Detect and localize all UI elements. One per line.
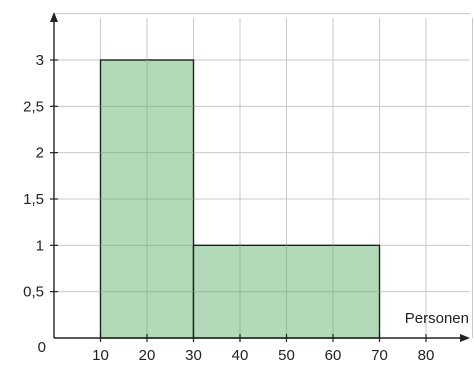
axes — [50, 12, 470, 342]
x-tick-label: 70 — [371, 347, 388, 364]
x-tick-label: 50 — [278, 347, 295, 364]
origin-label: 0 — [38, 339, 46, 356]
y-tick-label: 0,5 — [23, 284, 44, 301]
x-tick-label: 10 — [92, 347, 109, 364]
x-axis-label: Personen — [405, 310, 469, 327]
y-tick-label: 3 — [36, 52, 44, 69]
y-tick-label: 2 — [36, 145, 44, 162]
tick-labels: 10 20 30 40 50 60 70 80 0,5 1 1,5 2 2,5 3 — [23, 52, 434, 364]
y-axis-arrow — [50, 12, 58, 22]
y-tick-label: 1 — [36, 237, 44, 254]
x-tick-label: 60 — [325, 347, 342, 364]
x-axis-arrow — [460, 334, 470, 342]
bars — [99, 59, 381, 339]
x-tick-label: 30 — [185, 347, 202, 364]
y-tick-label: 1,5 — [23, 191, 44, 208]
x-tick-label: 40 — [232, 347, 249, 364]
y-tick-label: 2,5 — [23, 98, 44, 115]
x-tick-label: 20 — [139, 347, 156, 364]
x-tick-label: 80 — [418, 347, 435, 364]
